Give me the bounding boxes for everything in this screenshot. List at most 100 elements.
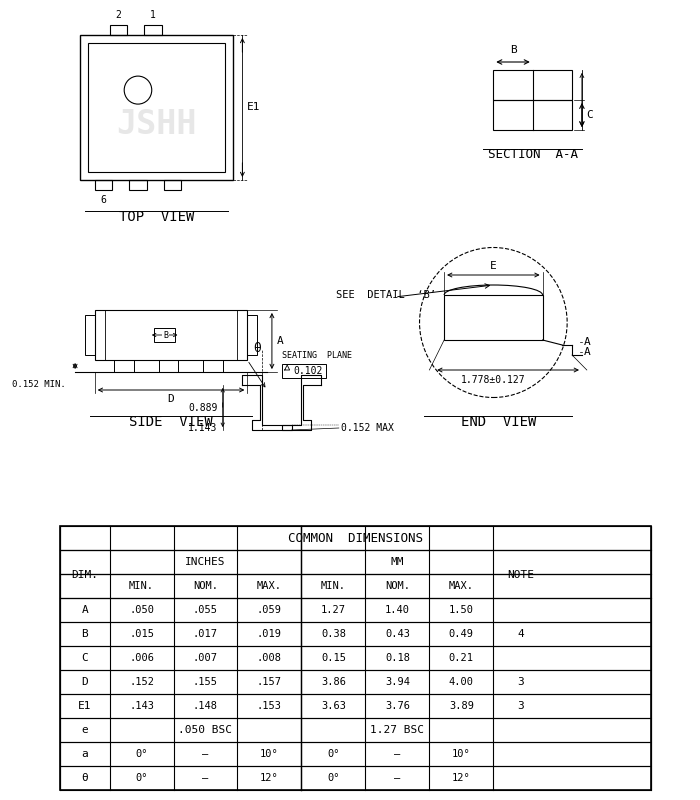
Bar	[444, 295, 542, 340]
Text: –: –	[205, 423, 210, 433]
Text: INCHES: INCHES	[186, 557, 225, 567]
Text: TOP  VIEW: TOP VIEW	[118, 210, 194, 224]
Text: 10°: 10°	[452, 749, 470, 759]
Text: MM: MM	[391, 557, 404, 567]
Text: .019: .019	[257, 629, 282, 639]
Bar	[60, 622, 651, 646]
Text: 0.102: 0.102	[293, 366, 323, 376]
Text: SECTION  A-A: SECTION A-A	[488, 148, 578, 161]
Text: 3: 3	[517, 701, 524, 711]
Bar	[154, 328, 176, 342]
Text: 0°: 0°	[135, 773, 148, 783]
Bar	[494, 100, 572, 130]
Bar	[60, 718, 651, 742]
Text: MIN.: MIN.	[129, 581, 154, 591]
Text: .006: .006	[129, 653, 154, 663]
Text: 3: 3	[517, 677, 524, 687]
Text: a: a	[82, 749, 88, 759]
Text: E1: E1	[247, 102, 261, 113]
Text: COMMON  DIMENSIONS: COMMON DIMENSIONS	[288, 531, 423, 545]
Bar	[88, 43, 225, 172]
Bar	[494, 70, 572, 100]
Text: 10°: 10°	[260, 749, 279, 759]
Text: 0.49: 0.49	[449, 629, 474, 639]
Bar	[85, 315, 95, 355]
Text: .050: .050	[129, 605, 154, 615]
Text: .143: .143	[129, 701, 154, 711]
Text: 0°: 0°	[135, 749, 148, 759]
Text: .015: .015	[129, 629, 154, 639]
Text: 0.152 MIN.: 0.152 MIN.	[11, 380, 65, 389]
Text: θ: θ	[82, 773, 88, 783]
Bar	[60, 574, 651, 598]
Text: D: D	[82, 677, 88, 687]
Text: .055: .055	[193, 605, 218, 615]
Text: 3.63: 3.63	[321, 701, 346, 711]
Text: 4: 4	[517, 629, 524, 639]
Text: SIDE  VIEW: SIDE VIEW	[130, 415, 213, 429]
Text: B: B	[82, 629, 88, 639]
Text: 1: 1	[150, 10, 156, 20]
Text: .157: .157	[257, 677, 282, 687]
Text: 1.143: 1.143	[188, 423, 218, 433]
Text: 0.43: 0.43	[385, 629, 410, 639]
Text: 12°: 12°	[260, 773, 279, 783]
Text: 1.40: 1.40	[385, 605, 410, 615]
Text: e: e	[82, 725, 88, 735]
Bar	[109, 25, 127, 35]
Text: NOM.: NOM.	[385, 581, 410, 591]
Text: .017: .017	[193, 629, 218, 639]
Text: 0.889: 0.889	[188, 403, 218, 413]
Bar	[60, 766, 651, 790]
Text: –: –	[394, 749, 400, 759]
Text: DIM.: DIM.	[71, 570, 99, 580]
Text: –: –	[202, 749, 209, 759]
Text: 12°: 12°	[452, 773, 470, 783]
Bar	[247, 315, 257, 355]
Bar	[159, 360, 178, 372]
Text: 1.27 BSC: 1.27 BSC	[370, 725, 424, 735]
Bar	[130, 180, 147, 190]
Text: .153: .153	[257, 701, 282, 711]
Text: C: C	[82, 653, 88, 663]
Text: 4.00: 4.00	[449, 677, 474, 687]
Text: 0.38: 0.38	[321, 629, 346, 639]
Text: .008: .008	[257, 653, 282, 663]
Text: 0°: 0°	[327, 773, 340, 783]
Bar	[203, 360, 223, 372]
Text: –: –	[202, 773, 209, 783]
Text: C: C	[586, 110, 593, 120]
Bar	[164, 180, 181, 190]
Text: A: A	[584, 347, 591, 357]
Bar	[60, 742, 651, 766]
Bar	[115, 360, 134, 372]
Bar	[144, 25, 162, 35]
Text: –: –	[394, 773, 400, 783]
Bar	[60, 526, 651, 550]
Text: D: D	[168, 394, 174, 404]
Text: 0.18: 0.18	[385, 653, 410, 663]
Text: B: B	[510, 45, 517, 55]
Text: 0°: 0°	[327, 749, 340, 759]
Text: 3.94: 3.94	[385, 677, 410, 687]
Bar	[94, 310, 247, 360]
Text: NOM.: NOM.	[193, 581, 218, 591]
Text: JSHH: JSHH	[116, 108, 197, 142]
Text: E1: E1	[78, 701, 92, 711]
Text: MAX.: MAX.	[257, 581, 282, 591]
Text: 6: 6	[101, 195, 106, 205]
Bar	[94, 180, 113, 190]
Text: NOTE: NOTE	[507, 570, 534, 580]
Text: A: A	[584, 337, 591, 347]
Bar	[60, 646, 651, 670]
Text: 2: 2	[116, 10, 121, 20]
Text: 0.152 MAX: 0.152 MAX	[341, 423, 393, 433]
Text: .059: .059	[257, 605, 282, 615]
Text: .152: .152	[129, 677, 154, 687]
Text: 3.89: 3.89	[449, 701, 474, 711]
Text: 3.76: 3.76	[385, 701, 410, 711]
Text: .148: .148	[193, 701, 218, 711]
Text: .155: .155	[193, 677, 218, 687]
Text: .007: .007	[193, 653, 218, 663]
Text: E: E	[490, 261, 497, 271]
